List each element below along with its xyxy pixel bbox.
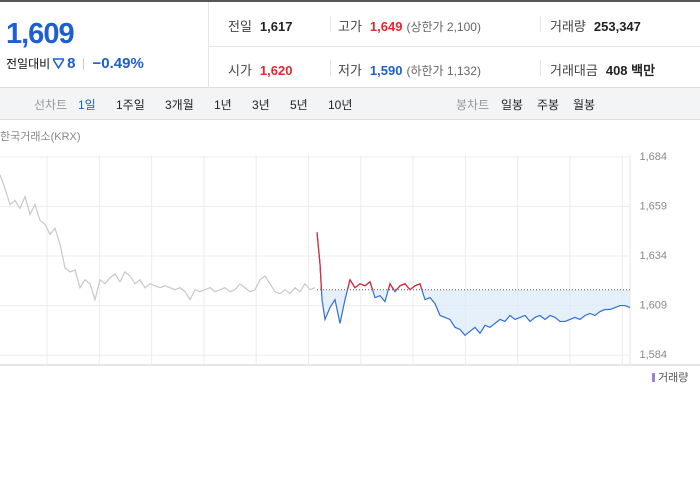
tab[interactable]: 3개월	[165, 98, 194, 112]
chart: 한국거래소(KRX) 거래량 1,584 1,609 1,634 1,659 1,684	[0, 130, 700, 384]
price-line	[0, 174, 316, 302]
area-fill	[317, 289, 630, 336]
tab[interactable]: 10년	[328, 98, 353, 112]
change-percent: −0.49%	[92, 55, 144, 72]
volume-legend: 거래량	[658, 371, 688, 384]
stat: 고가 1,649 (상한가 2,100)	[338, 16, 481, 35]
change-label: 전일대비	[6, 57, 51, 71]
stat-value: 1,620	[259, 63, 293, 78]
stat-label: 거래대금	[550, 63, 598, 78]
stat-value: 253,347	[593, 19, 641, 34]
tab-group-label: 선차트	[34, 98, 68, 112]
stat-label: 저가	[338, 63, 362, 78]
stat-value: 1,590	[369, 63, 403, 78]
price-line-up	[316, 232, 423, 290]
y-tick-label: 1,609	[639, 299, 667, 311]
tab[interactable]: 5년	[290, 98, 308, 112]
stat-value: 1,617	[259, 19, 293, 34]
stat-label: 전일	[228, 19, 252, 34]
tab[interactable]: 1년	[214, 98, 232, 112]
stat: 저가 1,590 (하한가 1,132)	[338, 60, 481, 79]
tab[interactable]: 일봉	[501, 98, 524, 112]
tab[interactable]: 1일	[78, 98, 96, 112]
tab[interactable]: 주봉	[537, 98, 560, 112]
stat: 시가 1,620	[228, 60, 292, 79]
stat-label: 거래량	[550, 19, 586, 34]
tab-bar: 선차트 봉차트 1일 1주일 3개월 1년 3년 5년 10년 일봉 주봉 월봉	[0, 88, 700, 120]
tab[interactable]: 월봉	[573, 98, 596, 112]
stat-label: 고가	[338, 19, 362, 34]
stat-label: 시가	[228, 63, 252, 78]
stat-note: (상한가 2,100)	[406, 20, 481, 34]
price: 1,609	[6, 18, 75, 50]
change: 전일대비 8 −0.49%	[6, 55, 144, 72]
tab[interactable]: 3년	[252, 98, 270, 112]
y-tick-label: 1,584	[639, 349, 667, 361]
stat: 전일 1,617	[228, 16, 292, 35]
tab-group-label: 봉차트	[456, 98, 490, 112]
y-tick-label: 1,684	[639, 151, 667, 163]
stat-note: (하한가 1,132)	[406, 64, 481, 78]
stat: 거래량 253,347	[550, 16, 641, 35]
down-icon	[53, 58, 65, 69]
y-tick-label: 1,634	[639, 250, 667, 262]
change-value: 8	[67, 55, 76, 72]
header: 1,609 전일대비 8 −0.49% 전일 1,617 고가 1,649 (상한가 …	[0, 0, 700, 88]
tab[interactable]: 1주일	[116, 98, 145, 112]
source: 한국거래소(KRX)	[0, 130, 81, 143]
stat-value: 408 백만	[605, 63, 656, 78]
y-tick-label: 1,659	[639, 200, 667, 212]
stat: 거래대금 408 백만	[550, 60, 655, 79]
stat-value: 1,649	[369, 19, 403, 34]
